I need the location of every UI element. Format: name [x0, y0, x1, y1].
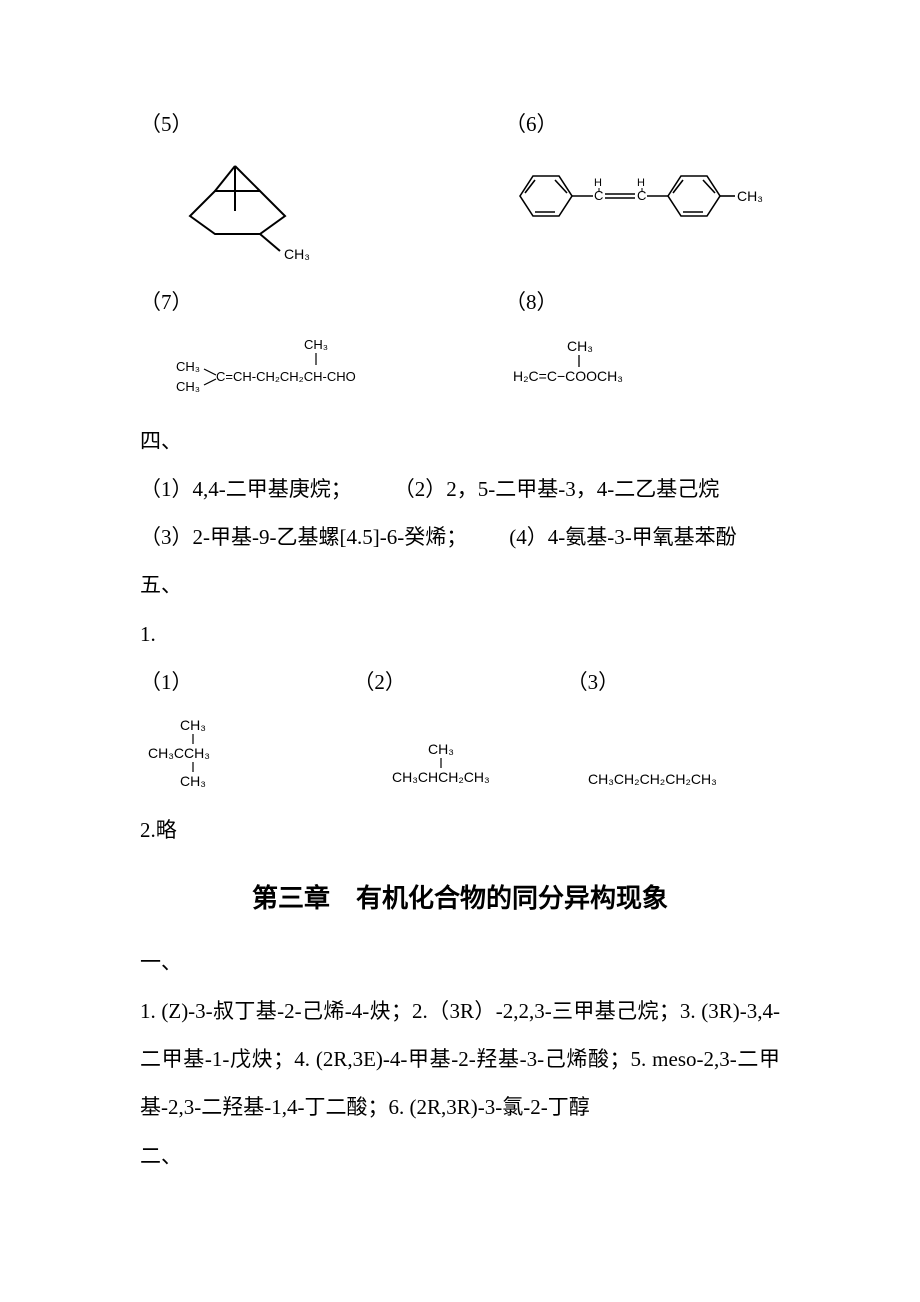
s6-h2: H: [637, 177, 645, 189]
s8-ch3: CH₃: [567, 338, 593, 354]
structure-5: CH₃: [140, 148, 415, 278]
s51-t: CH₃: [180, 717, 206, 733]
structure-5-3: CH₃CH₂CH₂CH₂CH₃: [540, 756, 780, 806]
row-7-8-structures: CH₃ CH₃ CH₃ C=CH-CH₂CH₂CH-CHO CH₃ H₂C=C−…: [140, 327, 780, 417]
s4-1-text: 4,4-二甲基庚烷；: [193, 477, 352, 501]
s53-m: CH₃CH₂CH₂CH₂CH₃: [588, 771, 717, 787]
s51-b: CH₃: [180, 773, 206, 789]
row-7-8-labels: （7） （8）: [140, 278, 780, 326]
structure-6: C H C H CH₃: [505, 148, 780, 248]
s6-ch3: CH₃: [737, 188, 763, 204]
label-8: （8）: [505, 290, 558, 314]
s4-2-text: 2，5-二甲基-3，4-二乙基己烷: [446, 477, 719, 501]
ch3-one: 一、: [140, 938, 780, 986]
s51-m: CH₃CCH₃: [148, 745, 210, 761]
s4-4-text: 4-氨基-3-甲氧基苯酚: [548, 525, 737, 549]
section-5-structures: CH₃ CH₃CCH₃ CH₃ CH₃ CH₃CHCH₂CH₃ C: [140, 706, 780, 806]
s4-3-text: 2-甲基-9-乙基螺[4.5]-6-癸烯；: [193, 525, 468, 549]
row-5-6-structures: CH₃: [140, 148, 780, 278]
label-6: （6）: [505, 112, 558, 136]
ch3-two: 二、: [140, 1132, 780, 1180]
row-5-6-labels: （5） （6）: [140, 100, 780, 148]
s4-4-prefix: (4）: [509, 525, 548, 549]
s6-h1: H: [594, 177, 602, 189]
s7-chain: C=CH-CH₂CH₂CH-CHO: [216, 369, 356, 384]
section-4-heading: 四、: [140, 417, 780, 465]
s7-left-bot: CH₃: [176, 379, 200, 394]
section-4-row2: （3）2-甲基-9-乙基螺[4.5]-6-癸烯； (4）4-氨基-3-甲氧基苯酚: [140, 513, 780, 561]
section-4-row1: （1）4,4-二甲基庚烷； （2）2，5-二甲基-3，4-二乙基己烷: [140, 465, 780, 513]
s5-c1: （1）: [140, 670, 193, 694]
s4-3-prefix: （3）: [140, 525, 193, 549]
s4-2-prefix: （2）: [394, 477, 447, 501]
structure-5-1: CH₃ CH₃CCH₃ CH₃: [140, 706, 330, 806]
s52-t: CH₃: [428, 741, 454, 757]
bicyclo-ch3: CH₃: [284, 246, 310, 262]
structure-7: CH₃ CH₃ CH₃ C=CH-CH₂CH₂CH-CHO: [140, 327, 415, 417]
s7-ch3-top: CH₃: [304, 337, 328, 352]
s8-line: H₂C=C−COOCH₃: [513, 368, 623, 384]
section-5-sub1: 1.: [140, 610, 780, 658]
ch3-body: 1. (Z)-3-叔丁基-2-己烯-4-炔；2.（3R）-2,2,3-三甲基己烷…: [140, 987, 780, 1132]
s52-m: CH₃CHCH₂CH₃: [392, 769, 490, 785]
s7-left-top: CH₃: [176, 359, 200, 374]
label-5: （5）: [140, 112, 193, 136]
s4-1-prefix: （1）: [140, 477, 193, 501]
s5-c3: （3）: [567, 670, 620, 694]
s5-c2: （2）: [353, 670, 406, 694]
structure-5-2: CH₃ CH₃CHCH₂CH₃: [330, 730, 540, 806]
section-5-sub2: 2.略: [140, 806, 780, 854]
structure-8: CH₃ H₂C=C−COOCH₃: [505, 327, 780, 407]
section-5-heading: 五、: [140, 561, 780, 609]
chapter-3-title: 第三章 有机化合物的同分异构现象: [140, 869, 780, 929]
label-7: （7）: [140, 290, 193, 314]
section-5-labels: （1） （2） （3）: [140, 658, 780, 706]
